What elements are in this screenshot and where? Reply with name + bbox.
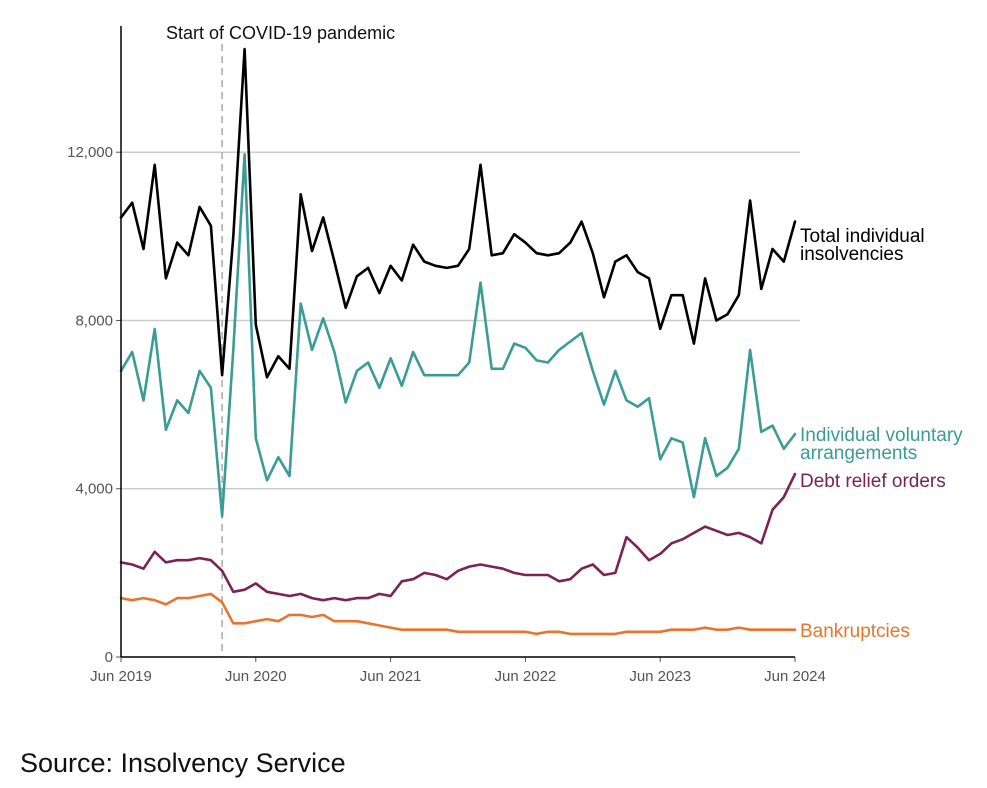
x-tick-label: Jun 2020 (225, 668, 287, 685)
series-label-total-individual-insolvencies: Total individual insolvencies (800, 226, 925, 265)
covid-annotation: Start of COVID-19 pandemic (166, 23, 395, 657)
x-tick-label: Jun 2024 (764, 668, 826, 685)
axes (120, 26, 795, 658)
series-lines (119, 47, 797, 636)
x-tick-label: Jun 2019 (90, 668, 152, 685)
x-axis-ticks: Jun 2019 Jun 2020 Jun 2021 Jun 2022 Jun 2023… (90, 657, 826, 685)
series-line-total-individual-insolvencies (119, 47, 797, 379)
y-tick-label: 8,000 (75, 312, 113, 329)
x-tick-label: Jun 2022 (495, 668, 557, 685)
y-tick-label: 12,000 (67, 144, 113, 161)
series-line-debt-relief-orders (119, 472, 797, 602)
y-tick-label: 4,000 (75, 481, 113, 498)
series-line-bankruptcies (119, 592, 797, 636)
series-label-individual-voluntary-arrangements: Individual voluntary arrangements (800, 425, 963, 464)
y-axis-ticks: 0 4,000 8,000 12,000 (67, 144, 121, 666)
x-tick-label: Jun 2021 (360, 668, 422, 685)
x-tick-label: Jun 2023 (629, 668, 691, 685)
covid-start-label: Start of COVID-19 pandemic (166, 23, 395, 43)
series-label-debt-relief-orders: Debt relief orders (800, 471, 946, 492)
y-tick-label: 0 (105, 649, 113, 666)
series-label-bankruptcies: Bankruptcies (800, 621, 910, 642)
series-labels: Total individual insolvencies Individual v… (800, 226, 963, 642)
series-line-individual-voluntary-arrangements (119, 153, 797, 518)
source-note: Source: Insolvency Service (20, 748, 346, 778)
